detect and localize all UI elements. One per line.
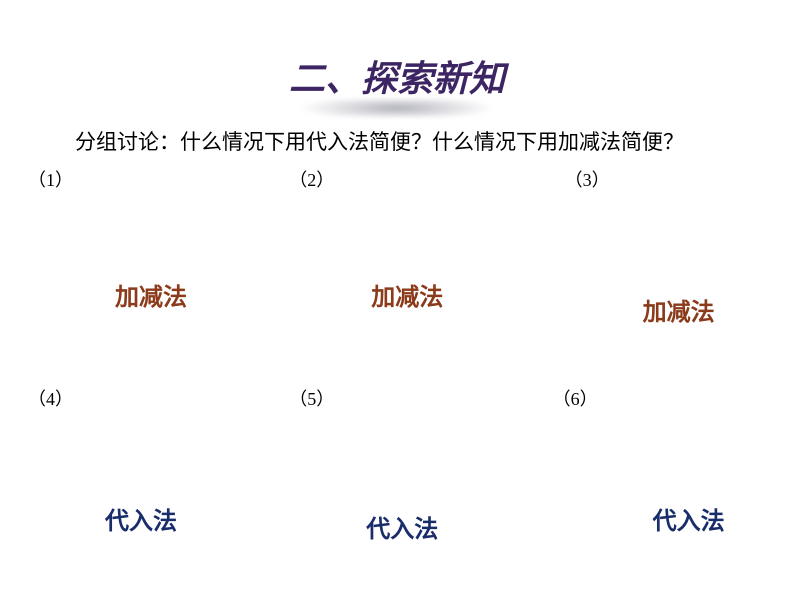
problem-cell-4: （4） [20, 385, 271, 411]
problem-number: （5） [289, 389, 334, 409]
problem-number: （4） [28, 389, 73, 409]
problem-number: （6） [553, 389, 598, 409]
problem-row-1: （1） （2） （3） [20, 166, 774, 192]
answer-text: 加减法 [271, 277, 522, 312]
answer-cell-3: 加减法 [523, 277, 774, 327]
answer-cell-6: 代入法 [523, 501, 774, 544]
problem-cell-5: （5） [271, 385, 522, 411]
page-title: 二、探索新知 [289, 50, 505, 102]
problem-number: （2） [289, 170, 334, 190]
problem-cell-1: （1） [20, 166, 271, 192]
answers-row-2: 代入法 代入法 代入法 [20, 411, 774, 544]
problems-grid: （1） （2） （3） 加减法 加减法 加减法 （4） （5） （6） 代 [0, 159, 794, 544]
answer-text: 代入法 [20, 501, 271, 536]
answer-text: 加减法 [20, 277, 271, 312]
answer-cell-2: 加减法 [271, 277, 522, 327]
answers-row-1: 加减法 加减法 加减法 [20, 192, 774, 327]
problem-number: （1） [28, 170, 73, 190]
title-shadow-decoration [257, 99, 537, 117]
problem-cell-2: （2） [271, 166, 522, 192]
problem-cell-6: （6） [523, 385, 774, 411]
answer-text: 代入法 [271, 501, 522, 544]
answer-text: 代入法 [523, 501, 774, 536]
answer-cell-5: 代入法 [271, 501, 522, 544]
answer-cell-1: 加减法 [20, 277, 271, 327]
problem-row-2: （4） （5） （6） [20, 327, 774, 411]
answer-text: 加减法 [523, 277, 774, 327]
answer-cell-4: 代入法 [20, 501, 271, 544]
problem-number: （3） [565, 170, 610, 190]
title-section: 二、探索新知 [0, 0, 794, 102]
problem-cell-3: （3） [523, 166, 774, 192]
